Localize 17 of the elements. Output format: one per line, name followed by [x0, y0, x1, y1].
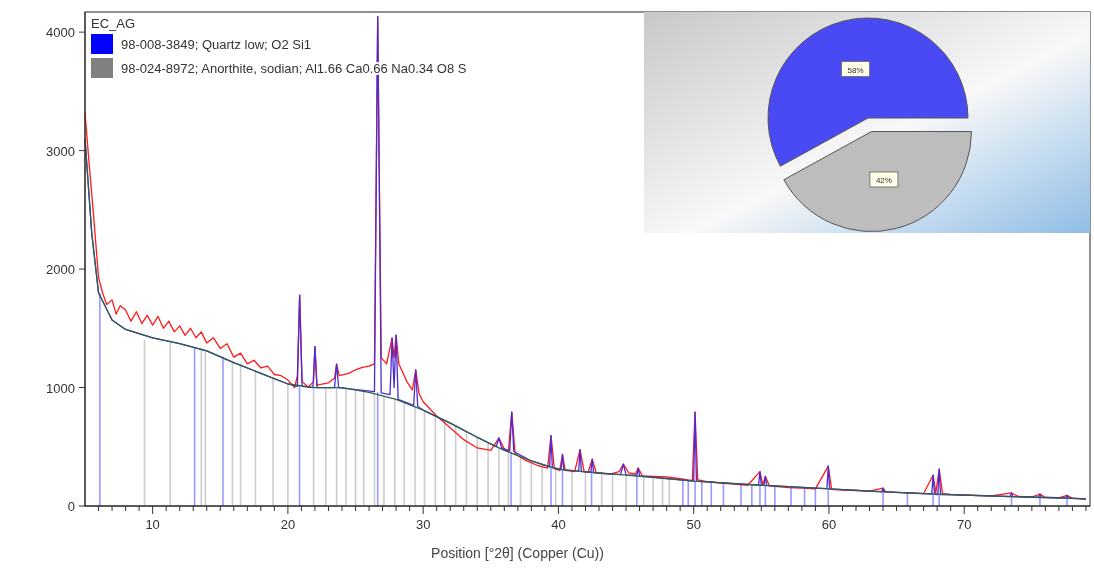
legend-title: EC_AG — [91, 16, 136, 31]
x-tick-label: 60 — [821, 517, 837, 532]
x-tick-label: 40 — [551, 517, 566, 532]
x-tick-label: 10 — [145, 517, 160, 532]
x-tick-label: 30 — [415, 517, 431, 532]
data-label: 58% — [847, 65, 864, 75]
x-tick-label: 70 — [956, 517, 972, 532]
legend-label: 98-008-3849; Quartz low; O2 Si1 — [121, 37, 312, 52]
y-tick-label: 0 — [67, 499, 75, 514]
data-label: 42% — [875, 175, 892, 185]
y-tick-label: 3000 — [46, 143, 75, 159]
x-tick-label: 20 — [280, 517, 296, 532]
x-axis-title: Position [°2θ] (Copper (Cu)) — [431, 545, 604, 561]
y-tick-label: 4000 — [46, 25, 75, 41]
y-tick-label: 1000 — [46, 380, 75, 396]
y-tick-label: 2000 — [46, 262, 75, 278]
x-tick-label: 50 — [686, 517, 701, 532]
